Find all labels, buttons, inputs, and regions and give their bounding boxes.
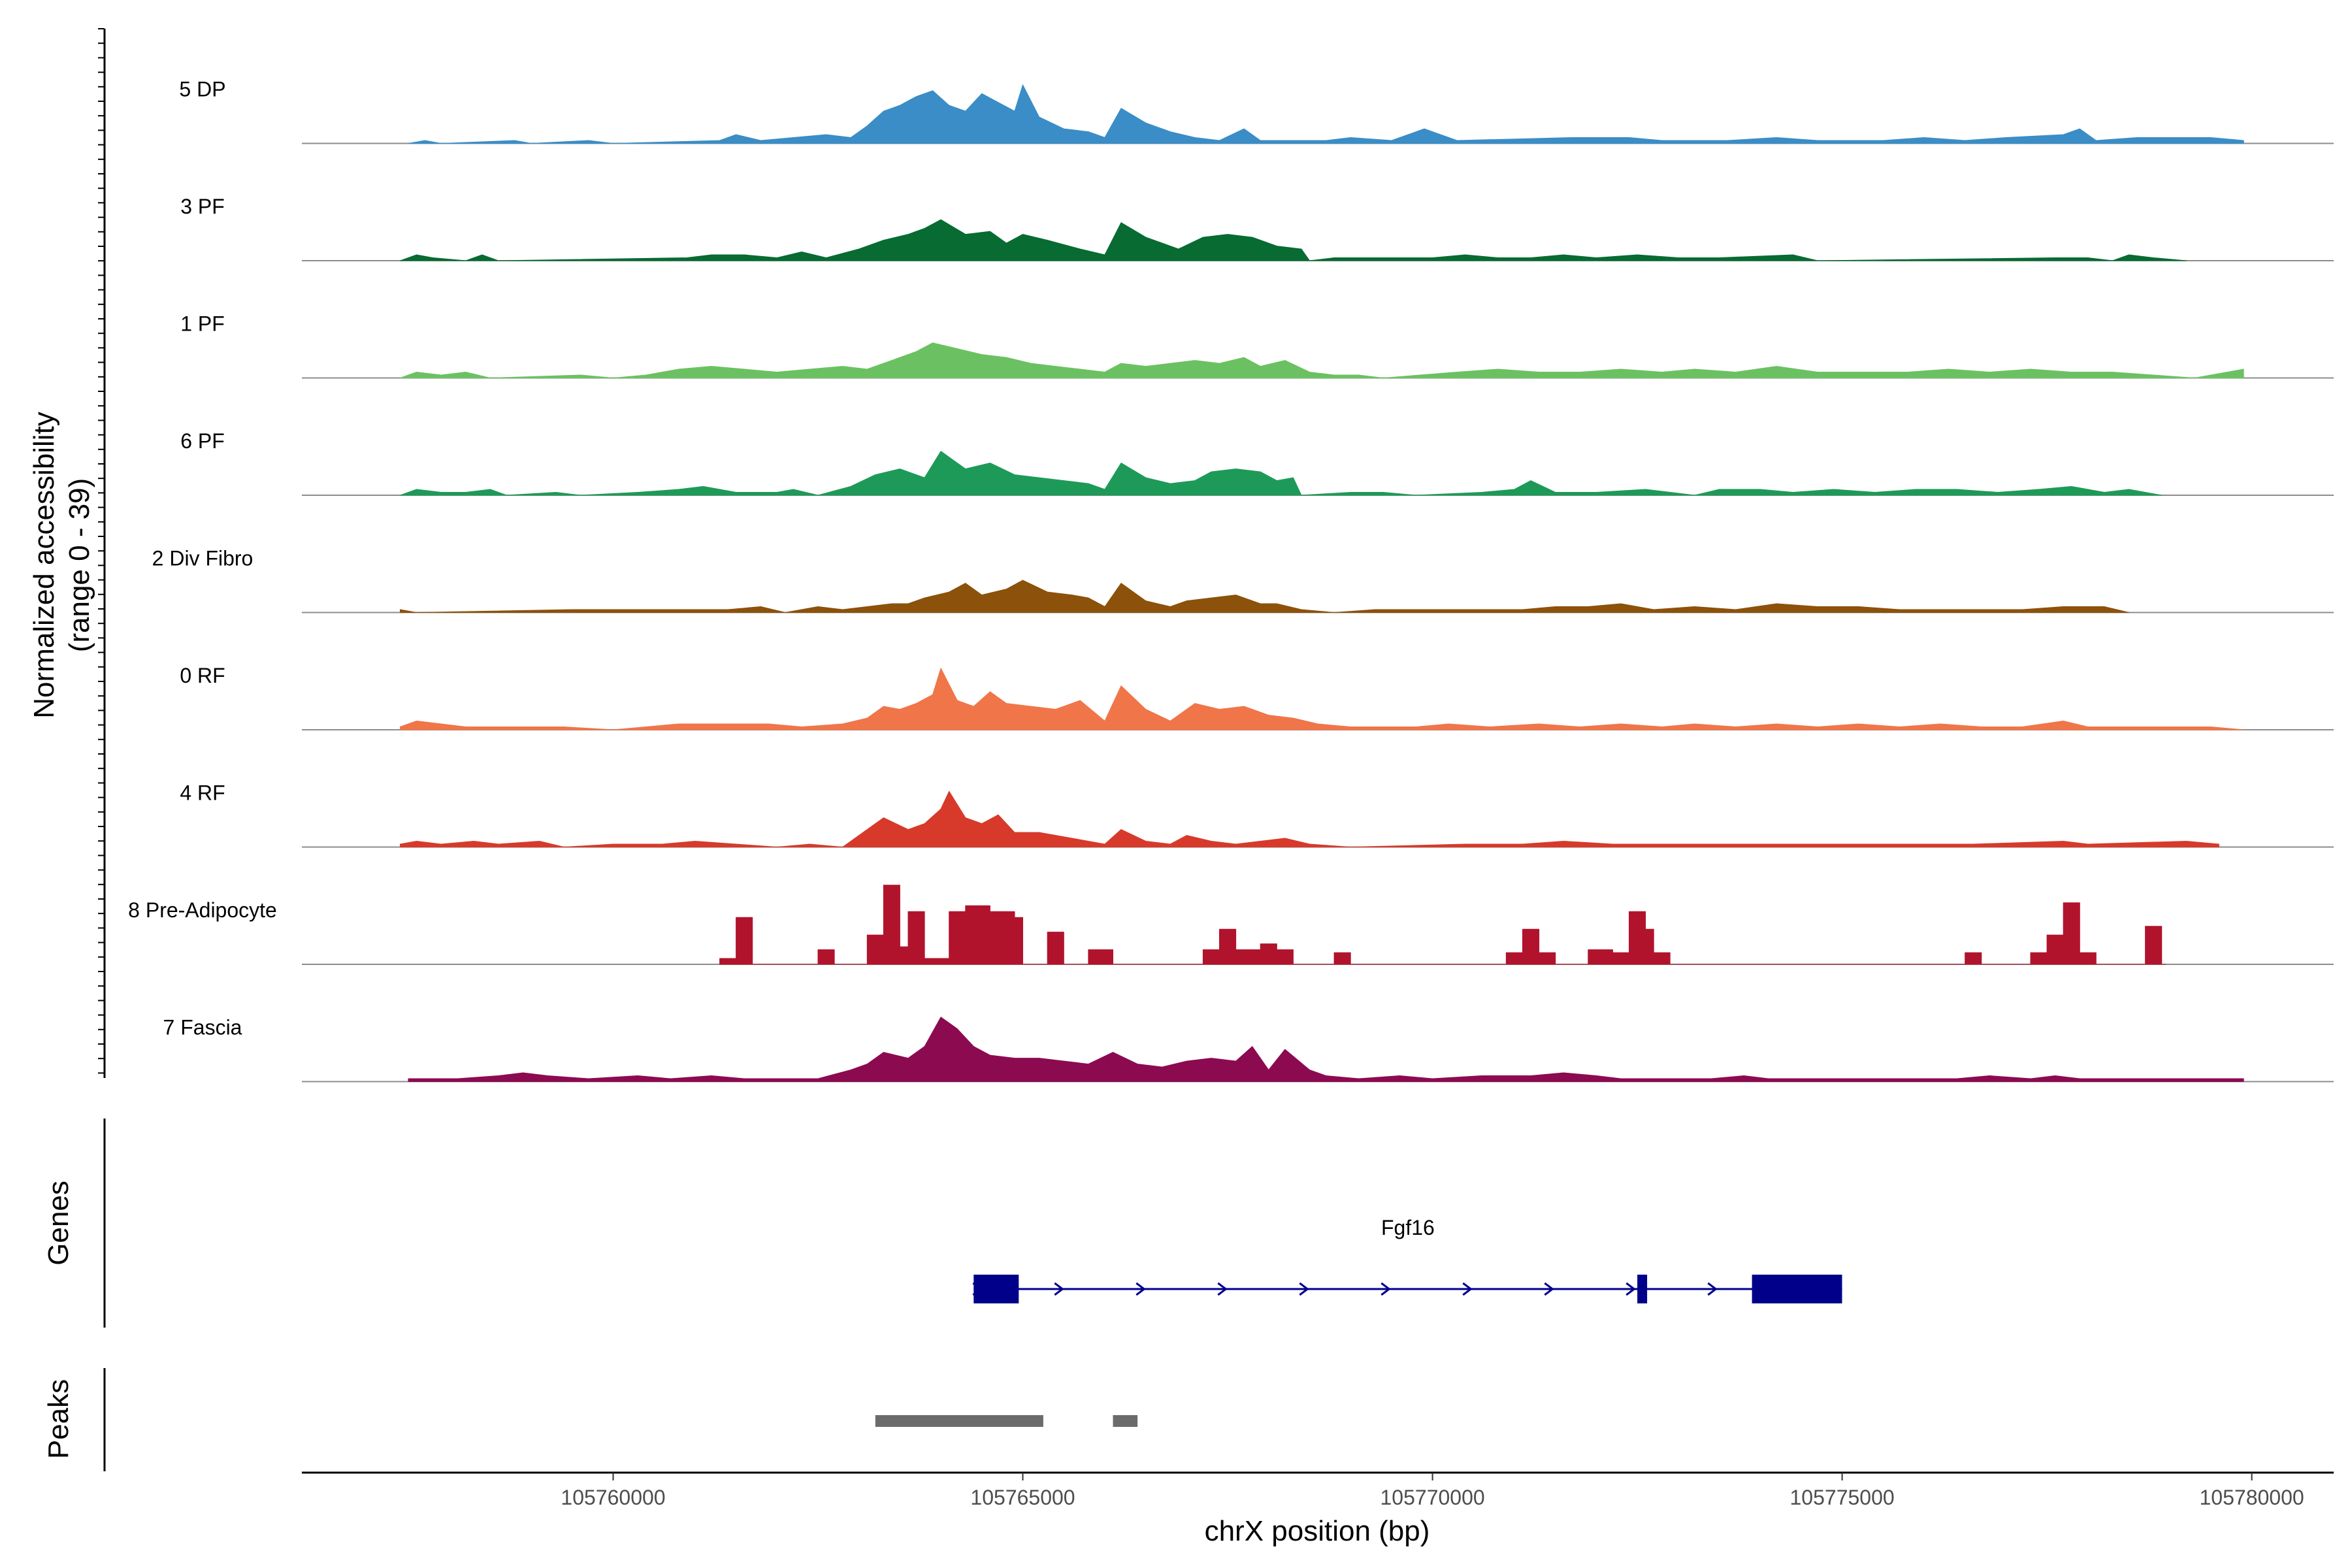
x-axis-ticks: 105760000 105765000 105770000 105775000 1057… (561, 1473, 2304, 1509)
track-6-pf: 6 PF (180, 429, 2334, 496)
gene-exon (1752, 1275, 1842, 1303)
strand-arrow-icon (1544, 1282, 1554, 1296)
x-tick-label: 105760000 (561, 1486, 665, 1509)
y-axis-range: (range 0 - 39) (63, 478, 95, 653)
track-4-rf: 4 RF (180, 781, 2334, 848)
track-label: 6 PF (180, 429, 225, 453)
strand-arrow-icon (1217, 1282, 1228, 1296)
track-label: 3 PF (180, 195, 225, 218)
track-7-fascia: 7 Fascia (163, 1016, 2334, 1083)
track-label: 2 Div Fibro (152, 547, 253, 570)
track-area (719, 885, 2166, 965)
track-2-div-fibro: 2 Div Fibro (152, 547, 2334, 613)
track-label: 1 PF (180, 312, 225, 336)
track-area (400, 668, 2244, 730)
track-area (408, 84, 2244, 144)
track-area (400, 451, 2163, 496)
peaks-panel-label: Peaks (42, 1379, 74, 1459)
track-0-rf: 0 RF (180, 664, 2334, 730)
strand-arrow-icon (1707, 1282, 1718, 1296)
x-tick-label: 105770000 (1380, 1486, 1485, 1509)
y-axis-title: Normalized accessibility (28, 412, 60, 718)
strand-arrow-icon (1054, 1282, 1064, 1296)
x-tick-label: 105775000 (1790, 1486, 1895, 1509)
track-area (400, 342, 2244, 378)
strand-arrow-icon (1299, 1282, 1309, 1296)
x-tick-label: 105780000 (2200, 1486, 2304, 1509)
track-label: 8 Pre-Adipocyte (128, 898, 277, 922)
track-8-pre-adipocyte: 8 Pre-Adipocyte (128, 885, 2334, 965)
strand-arrow-icon (1135, 1282, 1146, 1296)
track-label: 4 RF (180, 781, 225, 805)
gene-exon (973, 1275, 1019, 1303)
genes-panel-label: Genes (42, 1181, 74, 1266)
track-area (400, 219, 2187, 261)
coverage-y-ticks (98, 28, 105, 1074)
strand-arrow-icon (1462, 1282, 1473, 1296)
track-label: 7 Fascia (163, 1016, 242, 1039)
peak-track (875, 1415, 1138, 1427)
peak-region (875, 1415, 1043, 1427)
track-area (408, 1017, 2244, 1082)
track-area (400, 791, 2219, 847)
gene-name-label: Fgf16 (1381, 1216, 1435, 1239)
track-label: 5 DP (179, 78, 225, 101)
gene-exon (1637, 1275, 1648, 1303)
track-label: 0 RF (180, 664, 225, 687)
gene-track: Fgf16 (972, 1216, 1842, 1303)
peak-region (1113, 1415, 1138, 1427)
coverage-tracks: 5 DP 3 PF 1 PF 6 PF 2 Div Fibro 0 RF 4 RF 8 Pre… (128, 78, 2334, 1083)
x-axis-title: chrX position (bp) (1205, 1515, 1430, 1547)
strand-arrow-icon (1625, 1282, 1636, 1296)
track-3-pf: 3 PF (180, 195, 2334, 261)
track-1-pf: 1 PF (180, 312, 2334, 379)
gene-fgf16: Fgf16 (972, 1216, 1842, 1303)
track-5-dp: 5 DP (179, 78, 2334, 144)
strand-arrow-icon (1380, 1282, 1391, 1296)
track-area (400, 580, 2129, 613)
x-tick-label: 105765000 (970, 1486, 1075, 1509)
